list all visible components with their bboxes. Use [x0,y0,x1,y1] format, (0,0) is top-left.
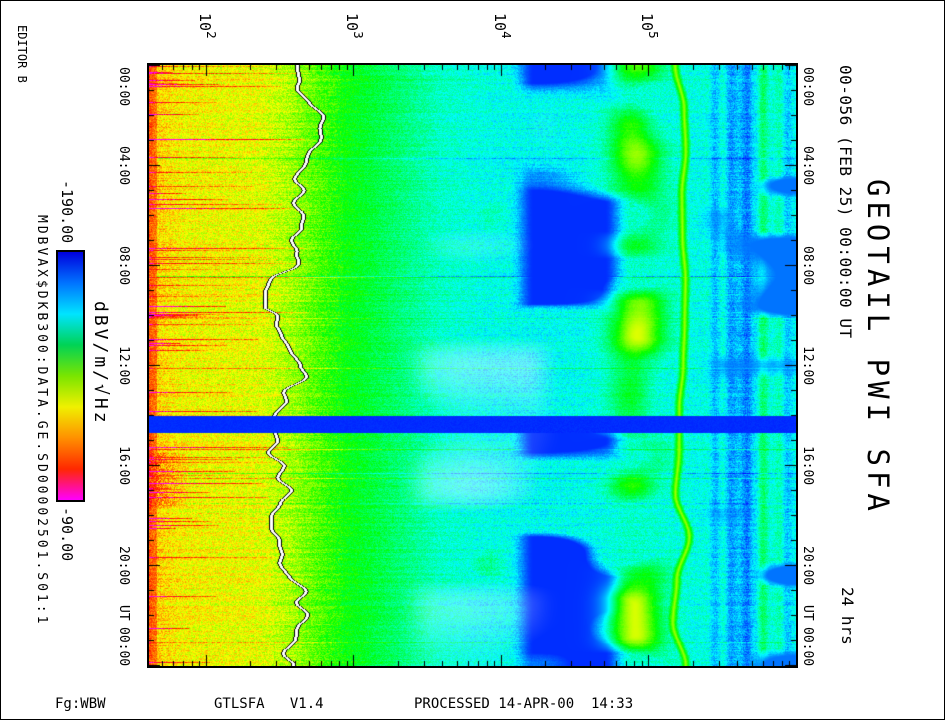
time-tick-label-right-0: 00:00 [800,67,815,107]
plot-title: GEOTAIL PWI SFA [861,179,895,516]
file-label: MDBVAX$DKB300:DATA.GE.SD00002501.S01:1 [34,215,49,627]
time-tick-label-left-3: 12:00 [116,346,131,386]
freq-label-base: 10 [343,13,361,32]
freq-tick-label-1e2: 102 [196,13,219,39]
footer-fg-label: Fg:WBW [55,696,106,712]
freq-label-base: 10 [491,13,509,32]
footer-processed-label: PROCESSED 14-APR-00 14:33 [414,696,634,712]
time-tick-label-left-4: 16:00 [116,446,131,486]
duration-label: 24 hrs [838,587,857,645]
freq-tick-label-1e3: 103 [343,13,366,39]
time-tick-label-right-2: 08:00 [800,246,815,286]
time-tick-label-left-0: 00:00 [116,67,131,107]
time-tick-label-left-2: 08:00 [116,246,131,286]
editor-label: EDITOR B [15,25,29,83]
time-tick-label-left-5: 20:00 [116,546,131,586]
spectrogram-canvas [149,65,796,666]
time-tick-label-left-1: 04:00 [116,146,131,186]
freq-label-exp: 3 [351,31,366,39]
plot-frame [147,63,798,668]
date-label: 00-056 (FEB 25) 00:00:00 UT [836,65,855,339]
freq-label-exp: 5 [646,31,661,39]
footer-version-label: GTLSFA V1.4 [214,696,324,712]
freq-label-base: 10 [638,13,656,32]
freq-label-exp: 4 [499,31,514,39]
colorbar-min-label: -190.00 [58,180,76,244]
time-axis-unit-left: UT [116,605,131,621]
colorbar-max-label: -90.00 [58,507,76,562]
time-tick-label-right-3: 12:00 [800,346,815,386]
freq-tick-label-1e5: 105 [638,13,661,39]
time-tick-label-right-1: 04:00 [800,146,815,186]
colorbar-unit-label: dBV/m/√Hz [90,301,111,426]
time-tick-label-right-6: 00:00 [800,627,815,667]
time-axis-unit-right: UT [800,605,815,621]
time-tick-label-right-4: 16:00 [800,446,815,486]
colorbar [56,250,85,502]
freq-tick-label-1e4: 104 [491,13,514,39]
time-tick-label-right-5: 20:00 [800,546,815,586]
time-tick-label-left-6: 00:00 [116,627,131,667]
freq-label-base: 10 [196,13,214,32]
freq-label-exp: 2 [204,31,219,39]
